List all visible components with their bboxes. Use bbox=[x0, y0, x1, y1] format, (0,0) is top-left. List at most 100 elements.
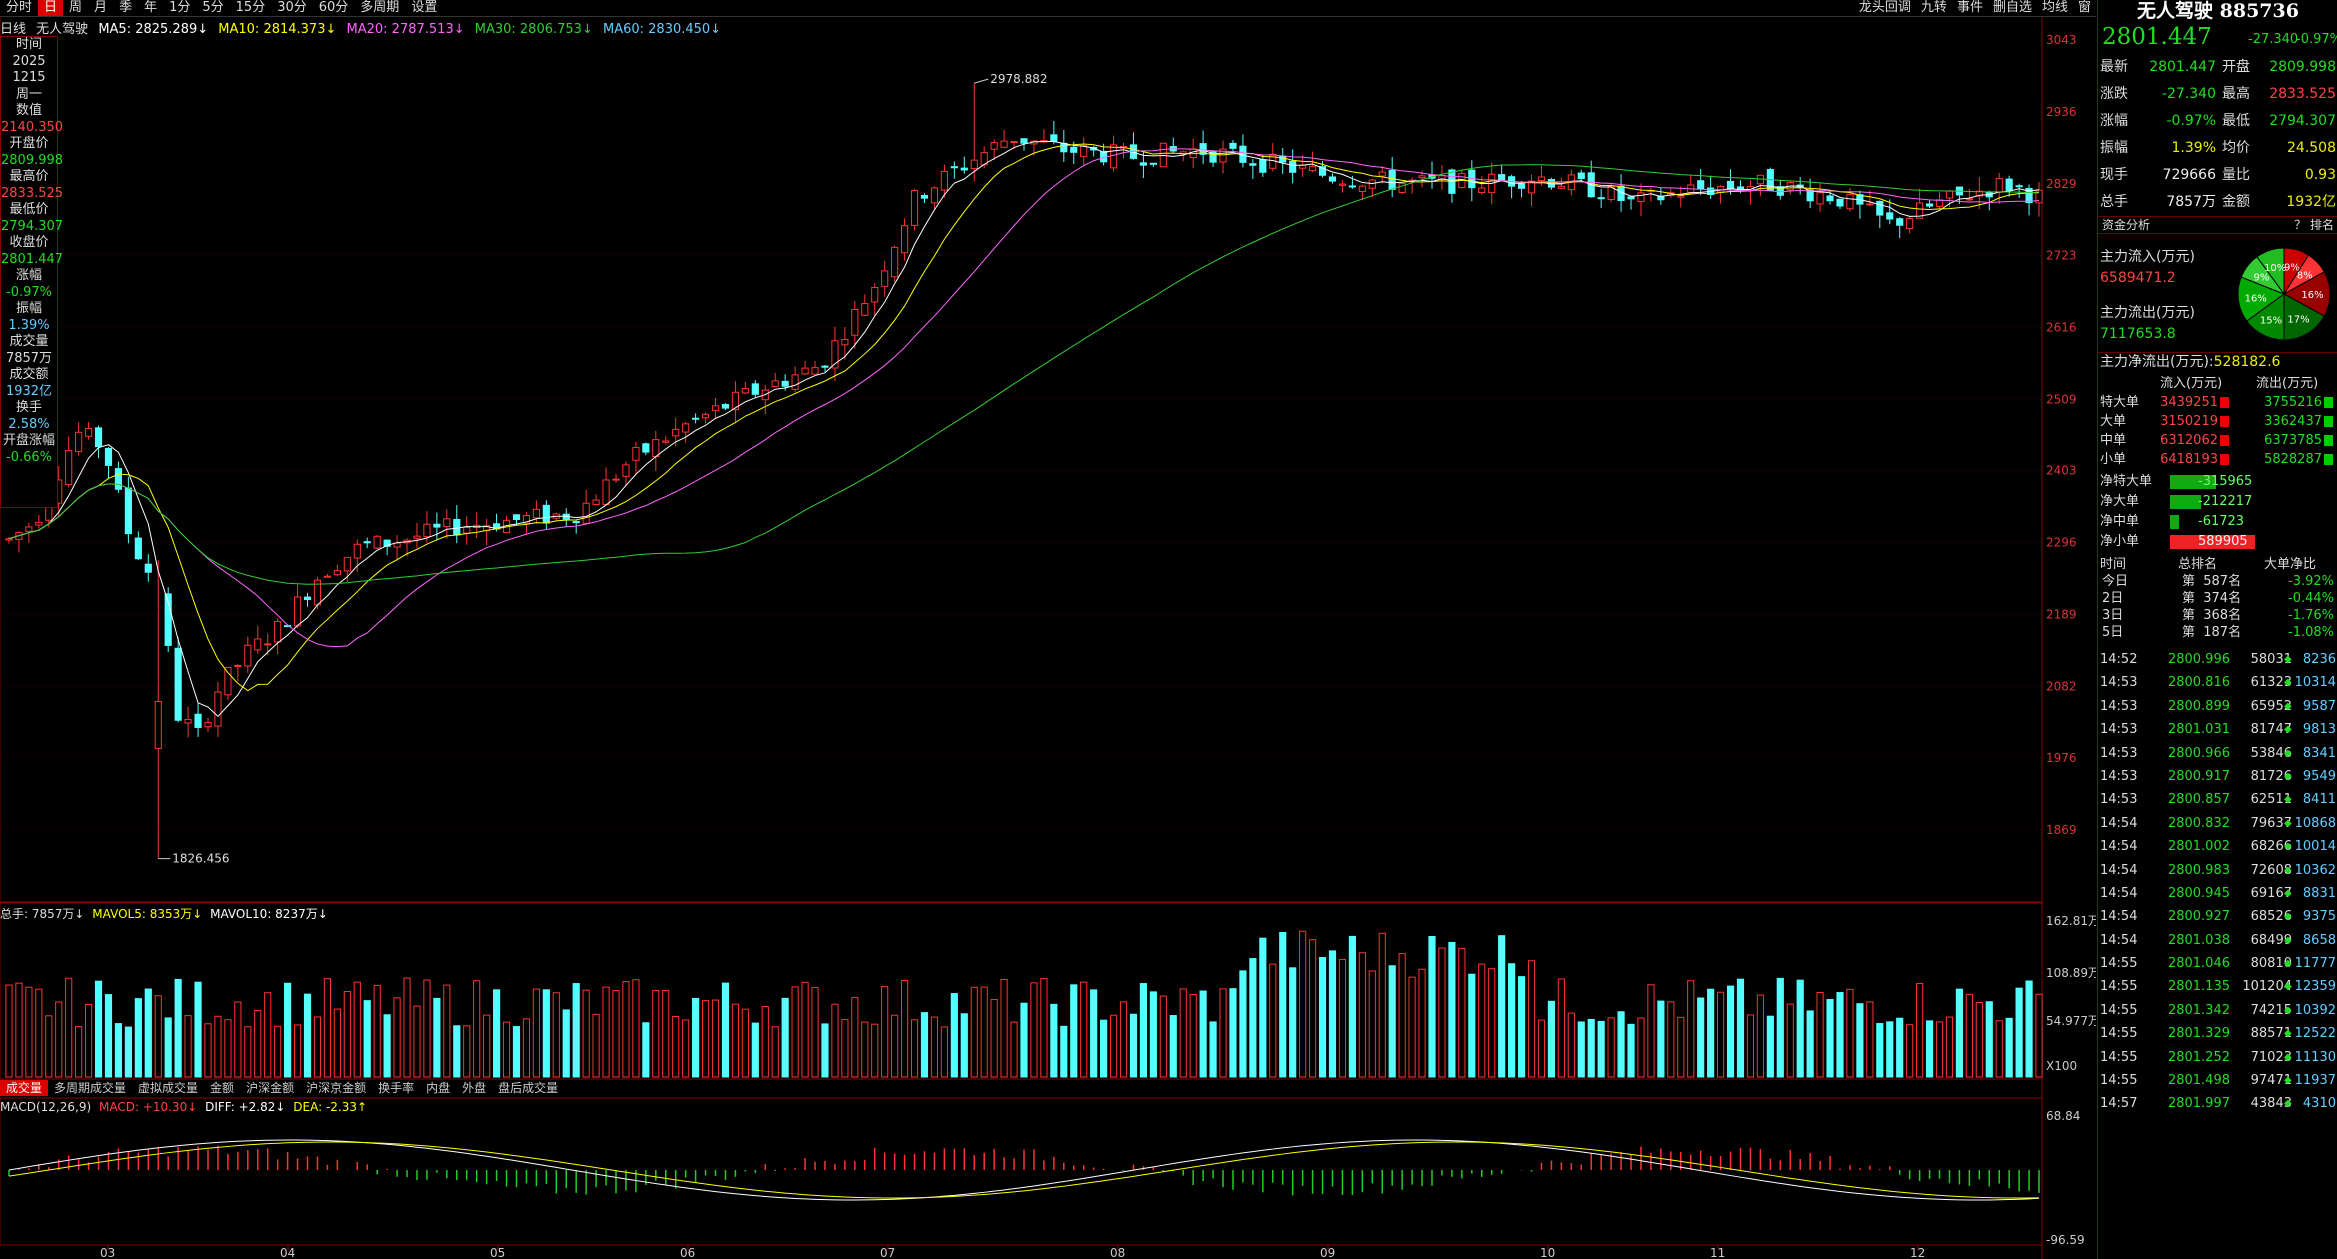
candle-body bbox=[632, 446, 640, 461]
volume-bar bbox=[174, 978, 182, 1078]
open-chg-value: -0.66% bbox=[6, 449, 52, 465]
high-marker bbox=[974, 78, 989, 84]
candle-body bbox=[711, 405, 720, 411]
volume-bar bbox=[303, 993, 312, 1078]
volume-bar bbox=[1418, 968, 1426, 1078]
toolbar-tool-4[interactable]: 均线 bbox=[2041, 0, 2068, 15]
ma10-label: MA10: 2814.373↓ bbox=[218, 22, 337, 37]
toolbar-tool-1[interactable]: 九转 bbox=[1920, 0, 1947, 15]
volume-bar bbox=[1209, 1021, 1217, 1078]
indicator-tab-1[interactable]: 多周期成交量 bbox=[54, 1081, 127, 1095]
period-tab-4[interactable]: 季 bbox=[119, 0, 133, 15]
candle-body bbox=[393, 542, 401, 548]
net-outflow-value: 528182.6 bbox=[2213, 354, 2281, 370]
flow-out-bar bbox=[2324, 416, 2333, 427]
tick-arrow: ◆ bbox=[2284, 887, 2292, 899]
period-tab-9[interactable]: 30分 bbox=[277, 0, 307, 15]
candle-body bbox=[2015, 185, 2023, 188]
kline-chart[interactable]: 3043 2936 2829 2723 2616 2509 2403 2296 2189 2082… bbox=[0, 0, 2096, 1259]
tick-volume: 69167 bbox=[2250, 885, 2292, 901]
tick-arrow: ◆ bbox=[2284, 841, 2292, 853]
indicator-tab-9[interactable]: 盘后成交量 bbox=[498, 1081, 559, 1095]
volume-bar bbox=[1786, 1003, 1794, 1078]
tick-arrow: ◆ bbox=[2284, 864, 2292, 876]
month-label: 12 bbox=[1910, 1246, 1925, 1259]
candle-body bbox=[1249, 163, 1257, 166]
rank-pct: -3.92% bbox=[2288, 574, 2334, 589]
rank-link[interactable]: ？ 排名 bbox=[2294, 218, 2334, 232]
period-tab-10[interactable]: 60分 bbox=[318, 0, 349, 15]
volume-bar bbox=[1607, 1017, 1615, 1078]
volume-axis-tick: X100 bbox=[2046, 1059, 2077, 1073]
period-tab-12[interactable]: 设置 bbox=[411, 0, 438, 15]
volume-bar bbox=[692, 997, 700, 1078]
tick-price: 2801.498 bbox=[2167, 1073, 2230, 1089]
tick-price: 2800.832 bbox=[2167, 815, 2230, 831]
candle-body bbox=[672, 428, 680, 437]
tick-count: 8831 bbox=[2302, 885, 2336, 901]
volume-bar bbox=[104, 994, 113, 1078]
toolbar-tool-5[interactable]: 窗 bbox=[2077, 0, 2091, 15]
period-tab-7[interactable]: 5分 bbox=[202, 0, 224, 15]
volume-bar bbox=[463, 1025, 471, 1078]
volume-bar bbox=[244, 1026, 252, 1078]
volume-bar bbox=[1846, 988, 1854, 1078]
volume-bar bbox=[1806, 1010, 1814, 1078]
indicator-tab-4[interactable]: 沪深金额 bbox=[246, 1081, 295, 1095]
tick-volume: 53846 bbox=[2250, 745, 2292, 761]
volume-bar bbox=[184, 1015, 192, 1078]
indicator-tab-0[interactable]: 成交量 bbox=[0, 1080, 49, 1096]
indicator-tab-6[interactable]: 换手率 bbox=[378, 1081, 415, 1095]
period-tab-6[interactable]: 1分 bbox=[169, 0, 191, 15]
tick-price: 2801.252 bbox=[2167, 1049, 2230, 1065]
candle-body bbox=[920, 194, 929, 199]
tick-price: 2801.329 bbox=[2167, 1026, 2230, 1042]
indicator-tab-5[interactable]: 沪深京金额 bbox=[306, 1081, 367, 1095]
toolbar-tool-2[interactable]: 事件 bbox=[1956, 0, 1983, 15]
candle-body bbox=[821, 365, 829, 368]
net-flow-row: 净中单 -61723 bbox=[2098, 512, 2337, 532]
ma-line-60 bbox=[8, 164, 2040, 585]
period-tab-2[interactable]: 周 bbox=[69, 0, 83, 15]
volume-bar bbox=[532, 988, 540, 1078]
indicator-tab-8[interactable]: 外盘 bbox=[462, 1081, 487, 1095]
chg-label: 涨幅 bbox=[15, 268, 42, 283]
volume-bar bbox=[1896, 1017, 1904, 1078]
volume-bar bbox=[1995, 1020, 2003, 1078]
volume-bar bbox=[901, 980, 909, 1078]
volume-bar bbox=[134, 998, 142, 1078]
volume-bar bbox=[602, 986, 610, 1078]
net-flow-value: -61723 bbox=[2198, 514, 2245, 529]
volume-bar bbox=[1328, 950, 1337, 1078]
toolbar-tool-0[interactable]: 龙头回调 bbox=[1858, 0, 1911, 15]
tick-time: 14:53 bbox=[2100, 768, 2138, 784]
indicator-tab-3[interactable]: 金额 bbox=[210, 1081, 235, 1095]
period-tab-1[interactable]: 日 bbox=[38, 0, 64, 16]
candle-body bbox=[1537, 176, 1546, 181]
volume-bar bbox=[15, 982, 23, 1078]
ma-line-10 bbox=[8, 143, 2040, 692]
fund-pie-chart: 9%8%16%17%15%16%9%10% bbox=[2237, 247, 2331, 341]
period-tab-11[interactable]: 多周期 bbox=[360, 0, 400, 15]
quote-value: 1932亿 bbox=[2286, 194, 2336, 210]
candle-body bbox=[1697, 180, 1705, 190]
tick-time: 14:54 bbox=[2100, 885, 2138, 901]
tick-row: 14:55 2801.252 71023 ◆ 11130 bbox=[2098, 1046, 2337, 1069]
indicator-tab-7[interactable]: 内盘 bbox=[426, 1081, 451, 1095]
candle-body bbox=[1289, 160, 1297, 173]
tick-row: 14:52 2800.996 58031 ◆ 8236 bbox=[2098, 648, 2337, 671]
tick-volume: 79637 bbox=[2250, 815, 2292, 831]
month-label: 04 bbox=[280, 1246, 295, 1259]
period-tab-8[interactable]: 15分 bbox=[235, 0, 266, 15]
candle-body bbox=[1866, 203, 1874, 206]
indicator-tab-2[interactable]: 虚拟成交量 bbox=[138, 1081, 199, 1095]
flow-label: 大单 bbox=[2100, 414, 2127, 429]
period-tab-0[interactable]: 分时 bbox=[6, 0, 33, 15]
period-tab-3[interactable]: 月 bbox=[94, 0, 108, 15]
toolbar-tool-3[interactable]: 删自选 bbox=[1992, 0, 2032, 15]
outflow-label: 主力流出(万元) bbox=[2100, 305, 2195, 321]
rank-table: 时间 总排名 大单净比 今日第 587名 -3.92% 2日第 374名 -0.44% 3日第… bbox=[2098, 556, 2337, 641]
candle-body bbox=[423, 523, 431, 538]
candle-body bbox=[1398, 183, 1406, 193]
period-tab-5[interactable]: 年 bbox=[144, 0, 158, 15]
